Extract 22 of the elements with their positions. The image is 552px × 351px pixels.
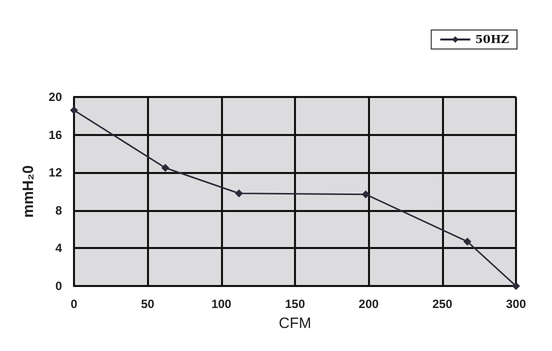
point: [161, 164, 170, 172]
legend-label: 50HZ: [475, 33, 510, 46]
point: [512, 282, 520, 290]
y-tick-label: 12: [48, 166, 62, 180]
point: [463, 238, 472, 246]
y-tick-label: 20: [48, 90, 62, 104]
x-tick-label: 300: [506, 297, 526, 311]
point: [70, 106, 78, 114]
point: [235, 189, 244, 198]
x-tick-label: 0: [70, 297, 78, 311]
y-tick-label: 8: [55, 203, 62, 218]
x-tick-label: 150: [284, 297, 306, 311]
x-tick-label: 250: [432, 297, 453, 311]
x-tick-label: 200: [358, 297, 379, 311]
x-tick-label: 100: [211, 297, 232, 311]
x-tick-label: 50: [140, 297, 155, 311]
y-tick-label: 16: [48, 128, 62, 142]
y-axis-title: mmH₂0: [20, 165, 37, 218]
x-axis-title: CFM: [278, 315, 312, 332]
y-tick-label: 0: [55, 279, 62, 293]
y-tick-label: 4: [55, 241, 62, 256]
point: [362, 190, 370, 198]
